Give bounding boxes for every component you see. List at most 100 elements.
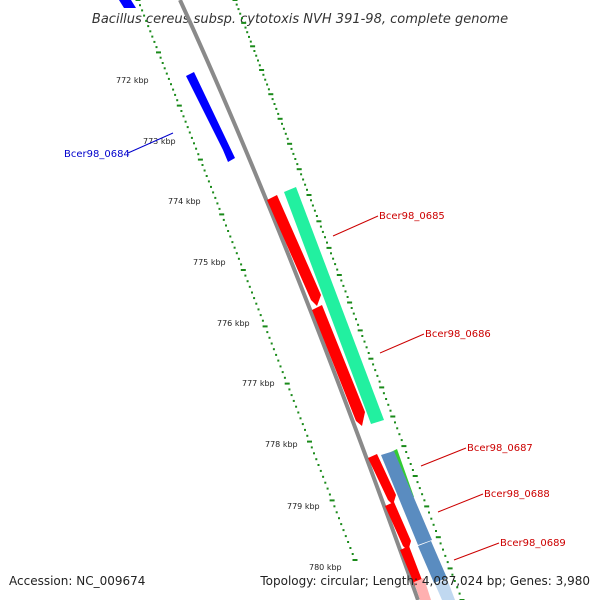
inner-minor-tick bbox=[257, 308, 260, 311]
inner-major-tick bbox=[240, 269, 246, 271]
inner-major-tick bbox=[262, 325, 268, 328]
inner-minor-tick bbox=[163, 67, 166, 70]
inner-minor-tick bbox=[153, 40, 156, 43]
outer-minor-tick bbox=[241, 17, 243, 20]
leader-line-0686 bbox=[379, 333, 425, 354]
outer-minor-tick bbox=[306, 188, 308, 191]
outer-minor-tick bbox=[372, 363, 375, 366]
outer-major-tick bbox=[306, 194, 312, 196]
outer-minor-tick bbox=[267, 88, 270, 91]
outer-tick-track bbox=[232, 0, 465, 600]
outer-minor-tick bbox=[334, 263, 337, 266]
outer-major-tick bbox=[347, 301, 353, 304]
outer-minor-tick bbox=[435, 530, 437, 532]
inner-minor-tick bbox=[277, 359, 280, 362]
outer-minor-tick bbox=[444, 554, 447, 557]
gene-pink bbox=[414, 578, 431, 600]
outer-minor-tick bbox=[352, 312, 355, 315]
inner-minor-tick bbox=[167, 77, 170, 80]
outer-minor-tick bbox=[321, 230, 324, 233]
outer-minor-tick bbox=[282, 127, 285, 130]
inner-major-tick bbox=[284, 382, 290, 385]
outer-minor-tick bbox=[365, 346, 368, 349]
kbp-label-778: 778 kbp bbox=[265, 440, 298, 449]
kbp-label-773: 773 kbp bbox=[143, 137, 176, 146]
inner-minor-tick bbox=[210, 185, 212, 188]
inner-minor-tick bbox=[159, 56, 162, 59]
inner-minor-tick bbox=[335, 511, 338, 514]
leader-line-0689 bbox=[453, 542, 500, 561]
inner-minor-tick bbox=[141, 9, 144, 12]
outer-minor-tick bbox=[418, 487, 421, 490]
gene-red-3 bbox=[368, 454, 396, 505]
inner-minor-tick bbox=[288, 388, 291, 391]
inner-minor-tick bbox=[297, 411, 300, 414]
inner-minor-tick bbox=[201, 164, 204, 166]
inner-minor-tick bbox=[253, 297, 256, 300]
kbp-label-776: 776 kbp bbox=[217, 319, 250, 328]
outer-minor-tick bbox=[237, 8, 240, 11]
inner-minor-tick bbox=[170, 83, 172, 86]
inner-minor-tick bbox=[268, 336, 271, 339]
inner-major-tick bbox=[219, 213, 225, 216]
outer-minor-tick bbox=[277, 112, 280, 115]
outer-minor-tick bbox=[264, 78, 267, 81]
inner-minor-tick bbox=[259, 314, 262, 317]
outer-major-tick bbox=[368, 357, 374, 360]
inner-minor-tick bbox=[283, 376, 286, 379]
inner-minor-tick bbox=[161, 62, 164, 64]
outer-minor-tick bbox=[361, 335, 364, 337]
gene-label-bcer98-0689[interactable]: Bcer98_0689 bbox=[500, 538, 566, 549]
inner-minor-tick bbox=[214, 196, 217, 199]
inner-minor-tick bbox=[304, 428, 306, 431]
outer-minor-tick bbox=[458, 592, 461, 595]
gene-bcer98-0684 bbox=[186, 72, 235, 162]
outer-minor-tick bbox=[290, 147, 293, 150]
leader-line-0685 bbox=[332, 215, 379, 237]
inner-minor-tick bbox=[266, 331, 269, 334]
inner-minor-tick bbox=[319, 469, 322, 472]
gene-bcer98-0685 bbox=[284, 187, 384, 424]
inner-minor-tick bbox=[351, 553, 354, 555]
outer-minor-tick bbox=[340, 279, 343, 282]
gene-light-blue bbox=[435, 579, 455, 600]
kbp-label-777: 777 kbp bbox=[242, 379, 275, 388]
gene-label-bcer98-0685[interactable]: Bcer98_0685 bbox=[379, 211, 445, 222]
outer-minor-tick bbox=[313, 209, 316, 212]
outer-minor-tick bbox=[451, 573, 454, 576]
inner-minor-tick bbox=[174, 93, 177, 96]
outer-minor-tick bbox=[376, 374, 379, 377]
outer-minor-tick bbox=[330, 252, 332, 255]
outer-minor-tick bbox=[456, 586, 459, 589]
gene-label-bcer98-0687[interactable]: Bcer98_0687 bbox=[467, 443, 533, 454]
gene-label-bcer98-0684[interactable]: Bcer98_0684 bbox=[64, 149, 130, 160]
outer-minor-tick bbox=[253, 50, 256, 52]
gene-label-bcer98-0686[interactable]: Bcer98_0686 bbox=[425, 329, 491, 340]
inner-minor-tick bbox=[237, 257, 240, 260]
inner-minor-tick bbox=[313, 452, 315, 455]
leader-line-0684 bbox=[127, 132, 174, 154]
inner-minor-tick bbox=[246, 280, 249, 283]
inner-minor-tick bbox=[229, 235, 232, 238]
inner-major-tick bbox=[329, 499, 335, 502]
outer-minor-tick bbox=[355, 318, 357, 321]
outer-minor-tick bbox=[315, 215, 318, 217]
outer-minor-tick bbox=[357, 323, 360, 326]
outer-minor-tick bbox=[302, 178, 305, 181]
gene-blue-top bbox=[119, 0, 136, 8]
inner-minor-tick bbox=[338, 517, 340, 520]
inner-minor-tick bbox=[186, 126, 189, 129]
inner-major-tick bbox=[176, 104, 182, 107]
outer-minor-tick bbox=[271, 98, 274, 101]
outer-minor-tick bbox=[319, 225, 322, 228]
inner-minor-tick bbox=[292, 399, 295, 402]
inner-minor-tick bbox=[251, 291, 253, 294]
outer-minor-tick bbox=[257, 59, 259, 62]
outer-minor-tick bbox=[389, 409, 392, 412]
outer-minor-tick bbox=[382, 392, 385, 395]
outer-minor-tick bbox=[374, 369, 377, 372]
outer-minor-tick bbox=[430, 517, 433, 520]
gene-label-bcer98-0688[interactable]: Bcer98_0688 bbox=[484, 489, 550, 500]
outer-minor-tick bbox=[407, 457, 410, 459]
inner-major-tick bbox=[156, 51, 161, 54]
